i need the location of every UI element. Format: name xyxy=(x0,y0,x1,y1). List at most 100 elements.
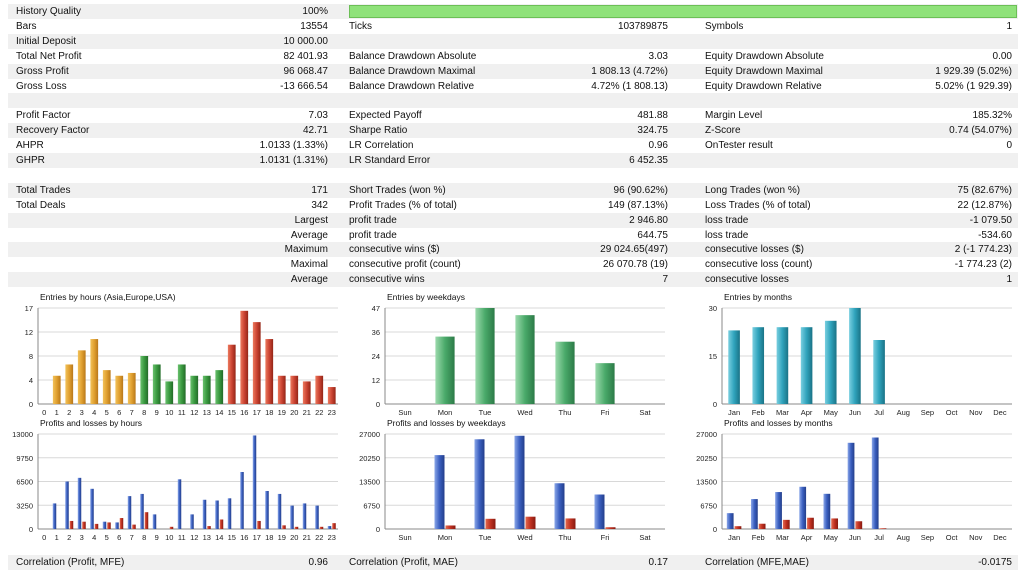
summary-row xyxy=(8,168,1018,183)
metric-value: 2 (-1 774.23) xyxy=(954,244,1012,256)
y-tick-label: 12 xyxy=(372,376,380,385)
loss-bar xyxy=(782,519,790,529)
x-tick-label: 1 xyxy=(55,408,59,417)
metric-label: consecutive wins xyxy=(349,274,425,286)
loss-bar xyxy=(144,512,149,529)
bar xyxy=(227,344,236,404)
x-tick-label: 11 xyxy=(178,533,186,542)
metric-value: 42.71 xyxy=(302,125,328,137)
x-tick-label: Thu xyxy=(559,533,572,542)
loss-bar xyxy=(565,518,576,529)
x-tick-label: Apr xyxy=(801,408,813,417)
y-tick-label: 12 xyxy=(25,328,33,337)
x-tick-label: 12 xyxy=(190,533,198,542)
x-tick-label: 23 xyxy=(328,533,336,542)
bar xyxy=(215,370,224,404)
x-tick-label: Mar xyxy=(776,408,789,417)
summary-row: Average consecutive wins 7 consecutive loss… xyxy=(8,272,1018,288)
x-tick-label: 22 xyxy=(315,408,323,417)
summary-row: Total Net Profit 82 401.93 Balance Drawdow… xyxy=(8,49,1018,64)
metric-value: 644.75 xyxy=(637,229,668,241)
chart-title: Profits and losses by months xyxy=(724,418,833,428)
bar xyxy=(52,375,61,404)
x-tick-label: 8 xyxy=(142,408,146,417)
bar xyxy=(595,363,615,404)
metric-label: consecutive loss (count) xyxy=(705,259,813,271)
bar xyxy=(90,339,99,404)
bar xyxy=(555,341,575,404)
bar xyxy=(177,364,186,404)
chart-title: Entries by months xyxy=(724,292,792,302)
loss-bar xyxy=(445,525,456,529)
metric-label: Margin Level xyxy=(705,110,763,122)
metric-value: 6 452.35 xyxy=(629,155,668,166)
y-tick-label: 17 xyxy=(25,304,33,313)
metric-value: 2 946.80 xyxy=(629,214,668,226)
metric-label: Loss Trades (% of total) xyxy=(705,199,811,211)
y-tick-label: 0 xyxy=(713,525,717,534)
summary-row: GHPR 1.0131 (1.31%) LR Standard Error 6 452… xyxy=(8,153,1018,168)
bar xyxy=(475,308,495,404)
loss-bar xyxy=(207,526,211,529)
bar xyxy=(277,375,286,404)
loss-bar xyxy=(485,518,496,529)
x-tick-label: May xyxy=(824,533,838,542)
y-tick-label: 6750 xyxy=(363,501,380,510)
x-tick-label: 15 xyxy=(228,408,236,417)
loss-bar xyxy=(132,524,136,529)
x-tick-label: 11 xyxy=(178,408,186,417)
x-tick-label: 10 xyxy=(165,533,173,542)
x-tick-label: Sun xyxy=(398,533,411,542)
profit-bar xyxy=(202,499,207,529)
metric-value: 4.72% (1 808.13) xyxy=(591,80,668,92)
profit-bar xyxy=(775,492,782,529)
summary-row: AHPR 1.0133 (1.33%) LR Correlation 0.96 OnTe… xyxy=(8,138,1018,153)
x-tick-label: 1 xyxy=(55,533,59,542)
x-tick-label: 20 xyxy=(290,408,298,417)
y-tick-label: 15 xyxy=(709,352,717,361)
x-tick-label: Jun xyxy=(849,533,861,542)
x-tick-label: Oct xyxy=(946,533,959,542)
x-tick-label: 15 xyxy=(228,533,236,542)
bar xyxy=(65,364,74,404)
x-tick-label: 21 xyxy=(303,408,311,417)
summary-row: Recovery Factor 42.71 Sharpe Ratio 324.75 Z-… xyxy=(8,123,1018,139)
profit-bar xyxy=(90,488,94,529)
bar xyxy=(776,327,789,404)
metric-label: Equity Drawdown Relative xyxy=(705,80,822,92)
x-tick-label: Feb xyxy=(752,408,765,417)
bar xyxy=(435,336,455,404)
profit-bar xyxy=(594,494,605,529)
metric-label: consecutive losses xyxy=(705,274,789,286)
loss-bar xyxy=(94,523,99,529)
loss-bar xyxy=(319,526,324,529)
y-tick-label: 9750 xyxy=(16,454,33,463)
bar xyxy=(752,327,765,404)
metric-value: 26 070.78 (19) xyxy=(602,259,668,271)
x-tick-label: 5 xyxy=(105,533,109,542)
metric-value: 96 (90.62%) xyxy=(613,184,668,196)
loss-bar xyxy=(734,526,742,529)
metric-value: 7.03 xyxy=(308,110,328,122)
x-tick-label: Nov xyxy=(969,408,983,417)
x-tick-label: Thu xyxy=(559,408,572,417)
x-tick-label: Aug xyxy=(897,533,910,542)
metric-value: 0.96 xyxy=(648,140,668,152)
x-tick-label: Jan xyxy=(728,533,740,542)
profit-bar xyxy=(177,479,182,529)
x-tick-label: Sat xyxy=(639,533,651,542)
metric-value: -13 666.54 xyxy=(280,80,328,92)
profit-bar xyxy=(102,521,107,529)
metric-value: 5.02% (1 929.39) xyxy=(935,80,1012,92)
metric-label: Balance Drawdown Maximal xyxy=(349,65,476,77)
profit-bar xyxy=(514,435,525,529)
bar xyxy=(140,356,149,404)
chart-panel-3: Profits and losses by hours0325065009750… xyxy=(12,418,338,542)
metric-value: 0 xyxy=(1006,140,1012,152)
loss-bar xyxy=(831,518,839,529)
metric-value: 1.0133 (1.33%) xyxy=(259,140,328,152)
bar xyxy=(290,375,299,404)
y-tick-label: 47 xyxy=(372,304,380,313)
metric-value: 171 xyxy=(311,184,328,196)
x-tick-label: Mar xyxy=(776,533,789,542)
